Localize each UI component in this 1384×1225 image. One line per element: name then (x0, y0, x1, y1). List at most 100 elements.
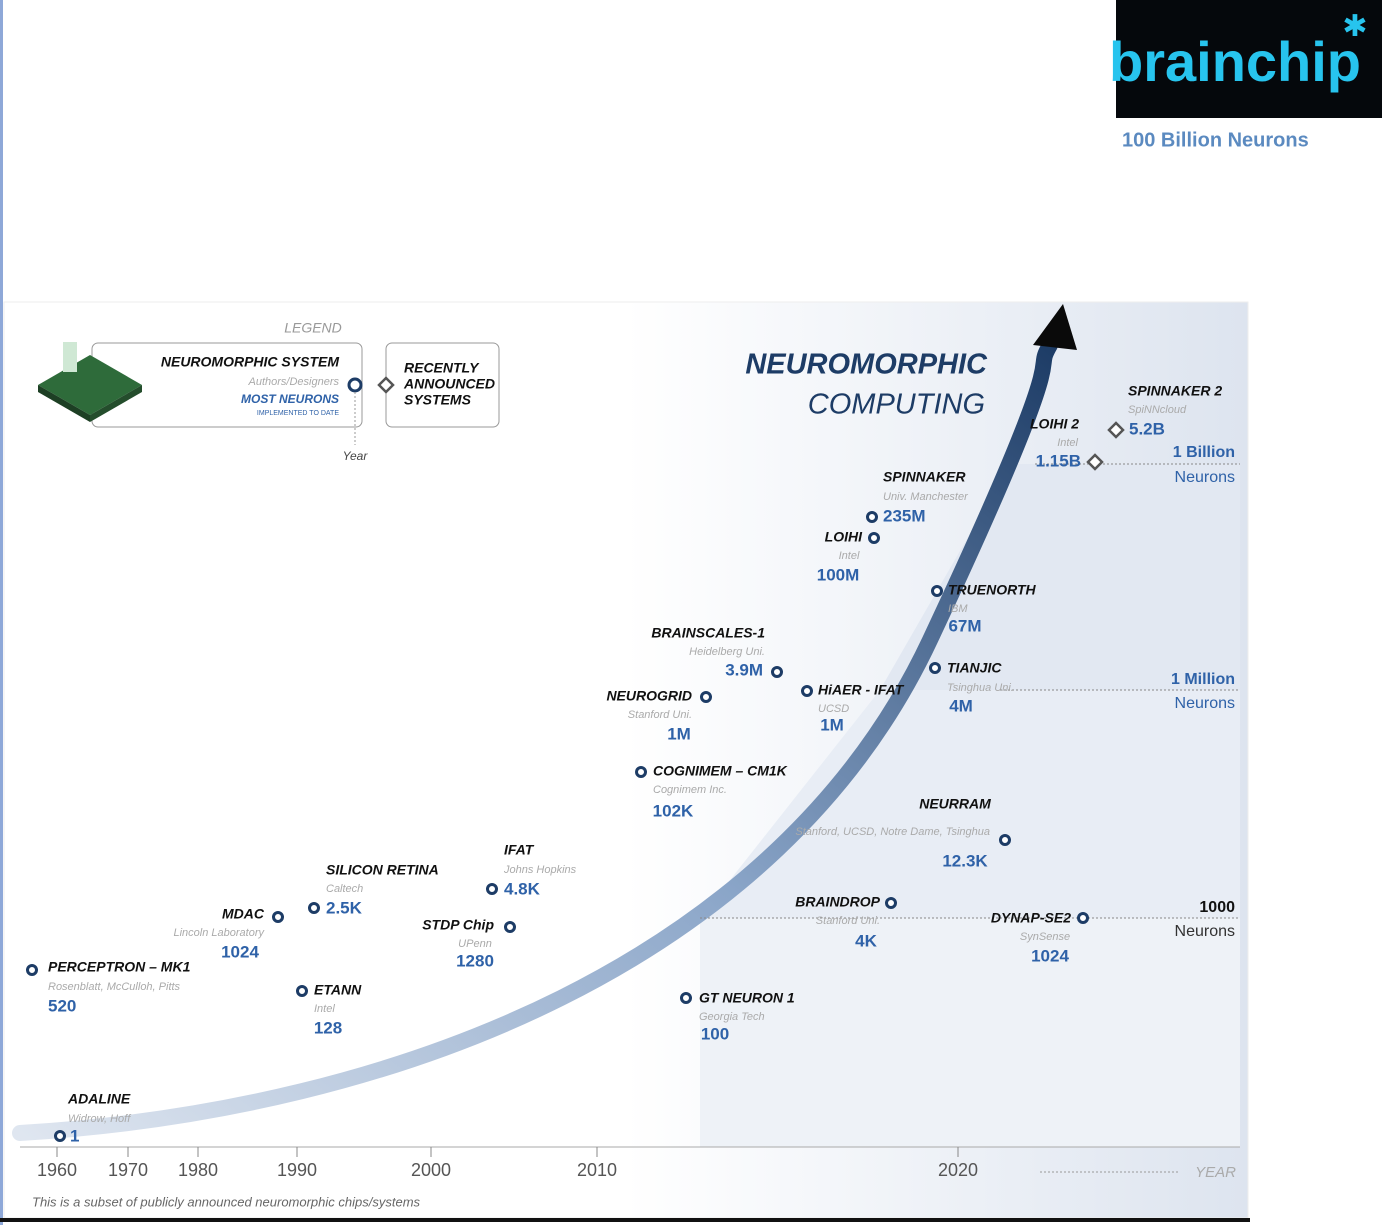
system-org: Stanford Uni. (628, 709, 692, 721)
system-org: SynSense (1020, 931, 1070, 943)
system-neurons: 100M (817, 565, 860, 584)
system-name: SILICON RETINA (326, 862, 439, 878)
threshold-value: 1000 (1199, 899, 1235, 916)
system-name: TRUENORTH (948, 582, 1037, 598)
legend-authors: Authors/Designers (248, 376, 340, 388)
legend-recent: SYSTEMS (404, 392, 472, 408)
system-name: COGNIMEM – CM1K (653, 763, 788, 779)
threshold-value: 1 Million (1171, 671, 1235, 688)
system-neurons: 520 (48, 996, 76, 1015)
system-neurons: 100 (701, 1024, 729, 1043)
system-neurons: 235M (883, 506, 926, 525)
year-label: 1990 (277, 1160, 317, 1180)
system-name: IFAT (504, 842, 535, 858)
system-org: Stanford Uni. (816, 915, 880, 927)
legend-circle (347, 377, 363, 393)
legend-implemented: IMPLEMENTED TO DATE (257, 410, 339, 417)
system-marker (486, 883, 498, 895)
system-org: Heidelberg Uni. (689, 646, 765, 658)
system-neurons: 128 (314, 1018, 342, 1037)
system-marker (26, 964, 38, 976)
year-label: 2010 (577, 1160, 617, 1180)
system-org: Cognimem Inc. (653, 784, 727, 796)
system-name: LOIHI 2 (1030, 416, 1079, 432)
system-name: BRAINDROP (795, 894, 880, 910)
legend-system: NEUROMORPHIC SYSTEM (161, 354, 339, 370)
system-org: Univ. Manchester (883, 491, 969, 503)
system-org: Johns Hopkins (503, 864, 577, 876)
system-name: LOIHI (825, 529, 863, 545)
system-name: NEURRAM (919, 796, 991, 812)
legend-most: MOST NEURONS (241, 392, 339, 406)
system-org: Lincoln Laboratory (173, 927, 265, 939)
system-neurons: 4M (949, 696, 973, 715)
zone (700, 690, 1240, 918)
legend-title: LEGEND (284, 320, 342, 336)
system-neurons: 102K (653, 801, 694, 820)
system-marker (931, 585, 943, 597)
system-org: Widrow, Hoff (68, 1113, 131, 1125)
system-name: STDP Chip (422, 917, 494, 933)
system-neurons: 1.15B (1036, 451, 1081, 470)
system-neurons: 4K (855, 931, 877, 950)
threshold-unit: Neurons (1175, 923, 1235, 940)
threshold-unit: Neurons (1175, 695, 1235, 712)
system-neurons: 1024 (221, 942, 259, 961)
bottom-bar (0, 1218, 1250, 1222)
zone (700, 918, 1240, 1147)
year-label: 2020 (938, 1160, 978, 1180)
system-marker (296, 985, 308, 997)
system-marker (272, 911, 284, 923)
system-name: ADALINE (67, 1091, 131, 1107)
system-neurons: 1M (667, 724, 691, 743)
system-marker (866, 511, 878, 523)
system-org: SpiNNcloud (1128, 404, 1187, 416)
system-marker (885, 897, 897, 909)
system-name: MDAC (222, 906, 265, 922)
system-diamond (1086, 453, 1104, 471)
system-org: Intel (839, 550, 860, 562)
threshold-unit: Neurons (1175, 469, 1235, 486)
title: NEUROMORPHIC (745, 349, 988, 381)
system-neurons: 3.9M (725, 660, 763, 679)
system-marker (635, 766, 647, 778)
logo-star: ✱ (1342, 10, 1367, 43)
system-name: HiAER - IFAT (818, 682, 905, 698)
system-marker (504, 921, 516, 933)
system-name: SPINNAKER (883, 469, 966, 485)
system-name: SPINNAKER 2 (1128, 383, 1222, 399)
system-name: PERCEPTRON – MK1 (48, 959, 191, 975)
system-org: UPenn (458, 938, 492, 950)
system-neurons: 1280 (456, 951, 494, 970)
logo-box (1116, 0, 1382, 118)
system-org: IBM (948, 603, 968, 615)
system-org: Rosenblatt, McCulloh, Pitts (48, 981, 181, 993)
system-name: TIANJIC (947, 660, 1002, 676)
caption: 100 Billion Neurons (1122, 129, 1309, 151)
logo: brainchip (1109, 30, 1361, 93)
year-label: 2000 (411, 1160, 451, 1180)
system-name: GT NEURON 1 (699, 990, 795, 1006)
threshold-value: 1 Billion (1173, 444, 1235, 461)
system-marker (308, 902, 320, 914)
system-neurons: 2.5K (326, 898, 363, 917)
system-neurons: 5.2B (1129, 419, 1165, 438)
growth-curve (12, 337, 1058, 1141)
system-neurons: 67M (948, 616, 981, 635)
system-marker (868, 532, 880, 544)
system-name: DYNAP-SE2 (991, 910, 1071, 926)
zone (880, 464, 1240, 690)
system-neurons: 12.3K (942, 851, 988, 870)
system-org: Intel (314, 1003, 335, 1015)
system-name: ETANN (314, 982, 362, 998)
chip-icon (38, 342, 142, 422)
system-neurons: 4.8K (504, 879, 541, 898)
year-label: 1980 (178, 1160, 218, 1180)
legend-year: Year (343, 449, 369, 463)
system-org: Intel (1057, 437, 1078, 449)
system-neurons: 1024 (1031, 946, 1069, 965)
system-marker (929, 662, 941, 674)
axis-label: YEAR (1195, 1164, 1236, 1181)
system-org: Tsinghua Uni. (947, 682, 1014, 694)
system-name: NEUROGRID (606, 688, 692, 704)
